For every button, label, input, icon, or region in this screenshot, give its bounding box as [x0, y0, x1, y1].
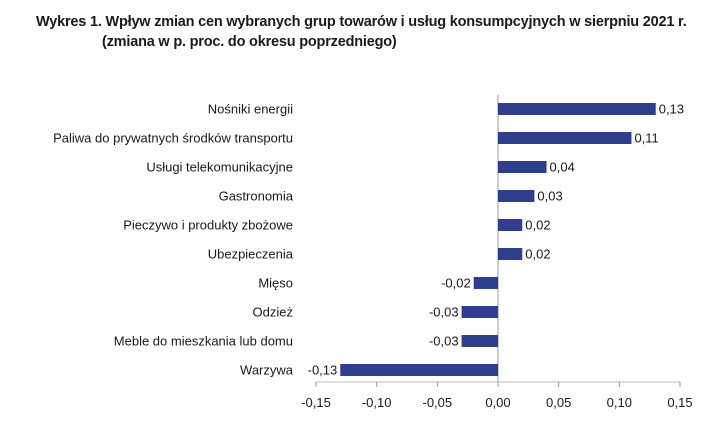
bar — [461, 306, 498, 318]
data-label: 0,11 — [634, 131, 658, 146]
x-tick-label: 0,05 — [546, 395, 571, 410]
data-label: -0,03 — [429, 334, 459, 349]
bar — [498, 219, 523, 231]
bar — [498, 132, 632, 144]
data-label: 0,13 — [659, 102, 684, 117]
data-label: 0,02 — [525, 218, 550, 233]
data-label: 0,04 — [550, 160, 575, 175]
category-label: Mięso — [258, 276, 293, 291]
category-label: Paliwa do prywatnych środków transportu — [53, 131, 293, 146]
bar — [473, 277, 498, 289]
bar — [461, 335, 498, 347]
chart-subtitle: (zmiana w p. proc. do okresu poprzednieg… — [102, 34, 397, 50]
data-label: -0,03 — [429, 305, 459, 320]
category-label: Meble do mieszkania lub domu — [114, 334, 293, 349]
x-tick-label: -0,15 — [301, 395, 331, 410]
category-label: Ubezpieczenia — [208, 247, 294, 262]
x-tick-label: -0,10 — [362, 395, 392, 410]
data-label: -0,13 — [308, 363, 338, 378]
category-label: Gastronomia — [219, 189, 294, 204]
category-label: Odzież — [253, 305, 293, 320]
bar — [498, 103, 656, 115]
x-tick-label: 0,10 — [607, 395, 632, 410]
bar — [498, 161, 547, 173]
category-label: Warzywa — [240, 363, 294, 378]
chart-title: Wykres 1. Wpływ zmian cen wybranych grup… — [36, 14, 687, 30]
data-label: -0,02 — [441, 276, 471, 291]
category-label: Nośniki energii — [208, 102, 293, 117]
x-tick-label: -0,05 — [423, 395, 453, 410]
x-tick-label: 0,00 — [485, 395, 510, 410]
category-label: Usługi telekomunikacyjne — [146, 160, 293, 175]
bar — [498, 190, 535, 202]
category-label: Pieczywo i produkty zbożowe — [123, 218, 293, 233]
data-label: 0,02 — [525, 247, 550, 262]
bar — [498, 248, 523, 260]
data-label: 0,03 — [537, 189, 562, 204]
x-tick-label: 0,15 — [667, 395, 692, 410]
bar — [340, 364, 498, 376]
